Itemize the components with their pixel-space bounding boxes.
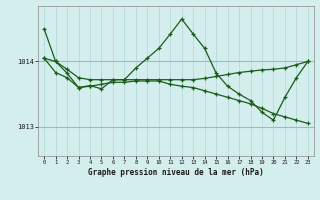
X-axis label: Graphe pression niveau de la mer (hPa): Graphe pression niveau de la mer (hPa) bbox=[88, 168, 264, 177]
